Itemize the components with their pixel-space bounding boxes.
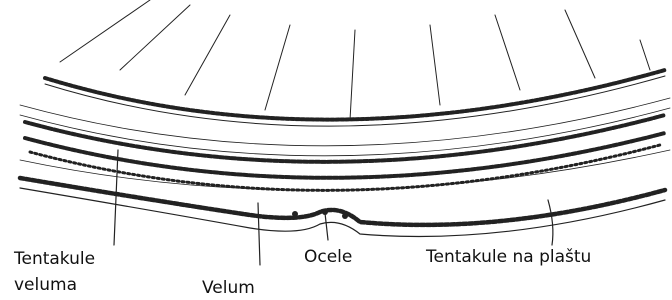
label: Tentakule [13,249,95,269]
label: Ocele [304,247,352,267]
label: Velum [202,278,255,298]
label: veluma [14,275,77,295]
illustration [20,0,670,265]
diagram: Tentakule veluma Velum Ocele Tentakule n… [0,0,672,300]
label: Tentakule na plaštu [425,247,591,267]
